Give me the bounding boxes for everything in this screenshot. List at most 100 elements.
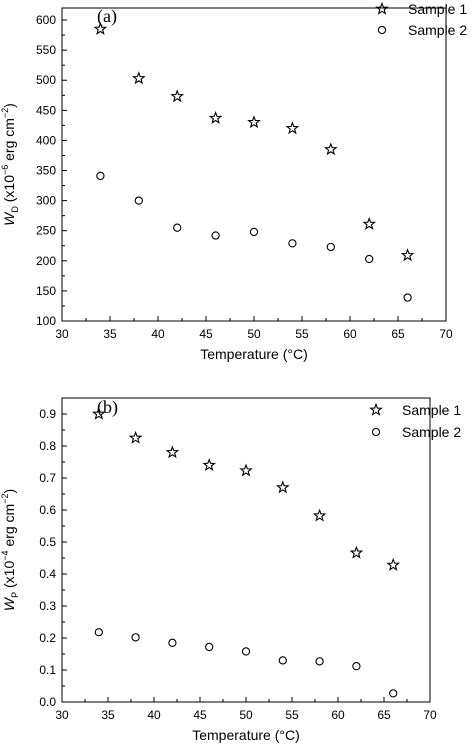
x-tick-label-a: 35 [103, 327, 117, 341]
x-tick-label-a: 45 [199, 327, 213, 341]
sample-2-point [365, 254, 374, 264]
sample-1-point [362, 216, 377, 230]
x-tick-label-a: 50 [247, 327, 261, 341]
sample-2-point [131, 633, 140, 642]
y-tick-label-b: 0.6 [39, 503, 56, 517]
sample-2-point [211, 231, 220, 240]
x-tick-label-b: 60 [331, 708, 345, 722]
sample-2-point [389, 689, 398, 698]
sample-2-point [173, 223, 182, 232]
legend-label-2: Sample 2 [402, 424, 461, 440]
sample-1-point [91, 406, 106, 420]
y-tick-label-b: 0.9 [39, 407, 56, 421]
x-tick-label-a: 60 [343, 327, 357, 341]
panel-label-b: (b) [97, 397, 118, 418]
sample-2-point [326, 242, 335, 252]
y-axis-label-text: (x10 [1, 561, 17, 592]
y-tick-label-a: 200 [36, 254, 56, 268]
x-tick-label-b: 35 [101, 708, 115, 722]
sample-2-point [278, 656, 287, 665]
sample-1-point [202, 458, 217, 472]
sample-2-point [94, 628, 103, 637]
plot-frame-b [61, 397, 431, 703]
x-tick-label-b: 65 [377, 708, 391, 722]
y-axis-label-symbol: W [1, 596, 17, 611]
y-tick-label-b: 0.2 [39, 631, 56, 645]
y-tick-label-a: 450 [36, 103, 56, 117]
y-tick-label-a: 150 [36, 284, 56, 298]
y-tick-label-a: 350 [36, 164, 56, 178]
sample-2-point [352, 662, 361, 671]
y-axis-label-text: ) [1, 489, 17, 494]
y-axis-label-b: WP (x10−4 erg cm−2) [0, 489, 20, 611]
x-tick-label-a: 70 [439, 327, 453, 341]
x-tick-label-a: 30 [55, 327, 69, 341]
panel-b: 30 35 40 45 50 55 60 65 70 0.0 0.1 0.2 0.3 0.4 0.5 0.6 0… [0, 397, 461, 743]
sample-2-point [134, 196, 143, 205]
x-axis-label-b: Temperature (°C) [192, 727, 300, 743]
sample-2-point [315, 657, 324, 666]
sample-1-point [323, 142, 338, 156]
y-tick-label-a: 600 [36, 13, 56, 27]
x-tick-label-a: 65 [391, 327, 405, 341]
sample-1-point [285, 121, 300, 135]
sample-2-point [288, 239, 297, 248]
y-axis-label-exponent: −2 [0, 494, 10, 504]
y-tick-label-a: 300 [36, 194, 56, 208]
sample-1-point [128, 430, 143, 444]
plot-frame-a [61, 7, 447, 322]
legend-label-1: Sample 1 [408, 1, 467, 17]
x-tick-label-b: 45 [193, 708, 207, 722]
x-tick-label-a: 40 [151, 327, 165, 341]
sample-1-point [170, 89, 185, 103]
y-tick-label-b: 0.3 [39, 599, 56, 613]
y-tick-label-a: 250 [36, 224, 56, 238]
y-axis-label-exponent: −4 [0, 551, 10, 561]
y-axis-label-text: erg cm [1, 504, 17, 551]
sample-1-point [247, 115, 261, 129]
y-tick-label-b: 0.5 [39, 535, 56, 549]
panel-label-a: (a) [97, 6, 117, 27]
sample-1-point [312, 508, 327, 522]
sample-1-point [165, 445, 180, 459]
sample-1-point [400, 248, 415, 262]
x-tick-label-b: 40 [147, 708, 161, 722]
sample-1-point [275, 480, 290, 494]
legend-marker-2 [377, 25, 387, 35]
y-axis-label-a: WD (x10−6 erg cm−2) [0, 103, 20, 226]
y-axis-label-subscript: D [10, 206, 20, 213]
sample-1-point [349, 545, 364, 559]
sample-2-point [241, 647, 251, 656]
sample-2-point [403, 293, 412, 302]
y-tick-label-b: 0.0 [39, 695, 56, 709]
y-tick-label-b: 0.1 [39, 663, 56, 677]
y-axis-label-text: (x10 [1, 175, 17, 206]
y-axis-label-text: erg cm [1, 118, 17, 165]
x-tick-label-b: 50 [239, 708, 253, 722]
y-tick-label-b: 0.7 [39, 471, 56, 485]
sample-1-point [131, 71, 146, 85]
y-axis-label-subscript: P [10, 592, 20, 598]
sample-2-point [249, 227, 259, 237]
x-axis-label-a: Temperature (°C) [200, 346, 308, 362]
x-tick-label-b: 30 [55, 708, 69, 722]
legend-label-2: Sample 2 [408, 22, 467, 38]
legend-marker-2 [371, 427, 381, 437]
legend-marker-1 [369, 402, 383, 416]
sample-2-point [96, 171, 105, 181]
y-axis-label-text: ) [1, 103, 17, 108]
y-tick-label-b: 0.4 [39, 567, 56, 581]
sample-1-point [93, 21, 108, 35]
y-tick-label-a: 400 [36, 133, 56, 147]
sample-1-point [208, 110, 223, 124]
y-tick-label-a: 550 [36, 43, 56, 57]
y-tick-label-a: 100 [36, 314, 56, 328]
y-tick-label-b: 0.8 [39, 439, 56, 453]
y-axis-label-symbol: W [1, 211, 17, 226]
y-axis-label-exponent: −2 [0, 108, 10, 118]
legend-marker-1 [375, 1, 389, 15]
x-tick-label-b: 70 [423, 708, 437, 722]
sample-2-point [168, 638, 177, 647]
y-tick-label-a: 500 [36, 73, 56, 87]
